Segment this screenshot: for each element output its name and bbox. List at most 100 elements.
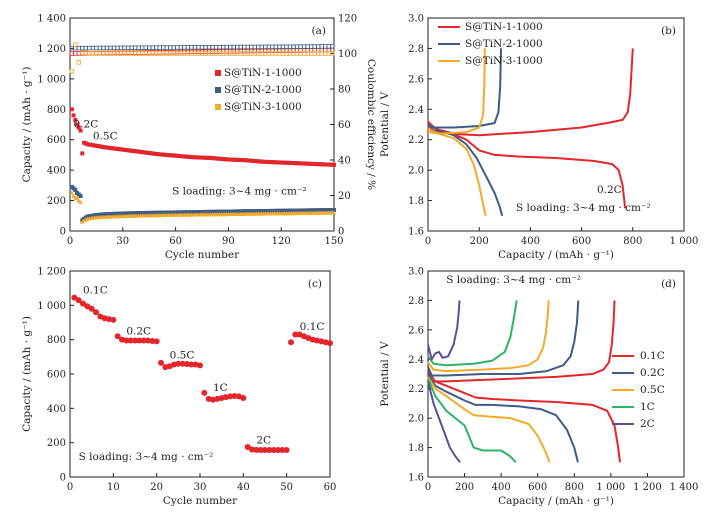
x-tick-label: 30: [116, 236, 129, 247]
efficiency-point: [73, 45, 78, 51]
x-tick-label: 0: [425, 236, 431, 247]
y-tick-label: 2.2: [408, 135, 424, 146]
y-axis-label: Potential / V: [379, 92, 391, 158]
legend-label: 2C: [640, 418, 655, 430]
annotation: 0.2C: [126, 326, 151, 338]
series-line-discharge: [427, 378, 517, 463]
efficiency-point: [168, 45, 173, 50]
efficiency-point: [330, 44, 335, 49]
x-tick-label: 90: [222, 236, 235, 247]
data-point: [123, 337, 130, 344]
y2-tick-label: 0: [338, 227, 344, 238]
data-point: [227, 393, 234, 400]
y-tick-label: 2.0: [408, 414, 424, 425]
y-tick-label: 2.8: [408, 44, 424, 55]
efficiency-point: [319, 44, 324, 49]
annotation: S loading: 3~4 mg · cm⁻²: [172, 185, 307, 197]
x-tick-label: 800: [565, 482, 584, 493]
efficiency-point: [330, 51, 335, 56]
y-tick-label: 1.8: [408, 196, 424, 207]
efficiency-point: [301, 44, 307, 49]
y-tick-label: 0: [60, 473, 66, 484]
x-tick-label: 800: [623, 236, 642, 247]
data-point: [188, 361, 195, 368]
efficiency-point: [312, 44, 317, 49]
efficiency-point: [242, 51, 247, 56]
x-axis-label: Cycle number: [165, 249, 240, 261]
series-line-discharge: [427, 370, 621, 463]
capacity-point: [78, 199, 83, 204]
capacity-point: [74, 195, 80, 201]
x-tick-label: 30: [194, 482, 207, 493]
y-tick-label: 1.6: [408, 227, 424, 238]
efficiency-point: [161, 50, 166, 55]
y-tick-label: 400: [47, 166, 66, 177]
efficiency-point: [94, 45, 99, 51]
y-tick-label: 1 400: [37, 14, 66, 25]
x-tick-label: 1 200: [633, 482, 662, 493]
y-tick-label: 800: [47, 105, 66, 116]
y-tick-label: 2.4: [408, 105, 424, 116]
series-line-discharge: [427, 381, 461, 463]
data-point: [132, 337, 138, 344]
x-tick-label: 0: [425, 482, 431, 493]
series-line-charge: [427, 300, 518, 367]
series-line-discharge: [427, 120, 627, 209]
data-point: [244, 443, 251, 450]
y-axis-label: Capacity / (mAh · g⁻¹): [21, 316, 33, 432]
y-tick-label: 1 000: [37, 74, 66, 85]
efficiency-point: [118, 45, 124, 51]
data-point: [136, 337, 143, 344]
capacity-point: [332, 162, 336, 167]
efficiency-point: [125, 45, 131, 50]
efficiency-point: [294, 44, 300, 49]
efficiency-point: [203, 45, 208, 50]
efficiency-point: [189, 45, 194, 50]
y2-tick-label: 100: [338, 49, 357, 60]
efficiency-point: [171, 51, 177, 56]
y2-axis-label: Coulombic efficiency / %: [365, 59, 377, 190]
y-tick-label: 1.6: [408, 473, 424, 484]
capacity-point: [332, 208, 336, 213]
efficiency-point: [234, 44, 240, 50]
efficiency-point: [161, 45, 166, 50]
efficiency-point: [263, 51, 268, 56]
efficiency-point: [315, 44, 321, 49]
x-tick-label: 1 400: [670, 482, 699, 493]
efficiency-point: [90, 45, 96, 51]
efficiency-point: [213, 44, 219, 50]
efficiency-point: [175, 45, 180, 50]
efficiency-point: [154, 45, 159, 50]
y-tick-label: 400: [47, 404, 66, 415]
y-tick-label: 2.4: [408, 355, 424, 366]
data-point: [71, 294, 78, 301]
y2-tick-label: 40: [338, 156, 351, 167]
x-tick-label: 0: [67, 236, 73, 247]
legend-label: S@TiN-1-1000: [465, 21, 543, 33]
capacity-point: [73, 187, 78, 192]
y-tick-label: 200: [47, 438, 66, 449]
efficiency-point: [108, 45, 113, 51]
efficiency-point: [69, 69, 74, 74]
panel-label: (a): [312, 25, 326, 37]
data-point: [253, 446, 260, 453]
annotation: S loading: 3~4 mg · cm⁻²: [516, 202, 651, 214]
y-tick-label: 0: [60, 227, 66, 238]
efficiency-point: [143, 51, 148, 56]
efficiency-point: [192, 45, 198, 50]
x-tick-label: 600: [528, 482, 547, 493]
efficiency-point: [80, 45, 85, 51]
capacity-point: [71, 113, 76, 118]
y-tick-label: 600: [47, 370, 66, 381]
data-point: [88, 305, 95, 312]
efficiency-point: [157, 45, 162, 50]
efficiency-point: [83, 45, 89, 51]
y2-tick-label: 20: [338, 191, 351, 202]
x-tick-label: 600: [572, 236, 591, 247]
legend-swatch: [215, 70, 221, 76]
y-tick-label: 3.0: [408, 14, 424, 25]
efficiency-point: [146, 45, 152, 50]
y-tick-label: 2.8: [408, 296, 424, 307]
data-point: [270, 447, 277, 454]
x-tick-label: 50: [280, 482, 293, 493]
